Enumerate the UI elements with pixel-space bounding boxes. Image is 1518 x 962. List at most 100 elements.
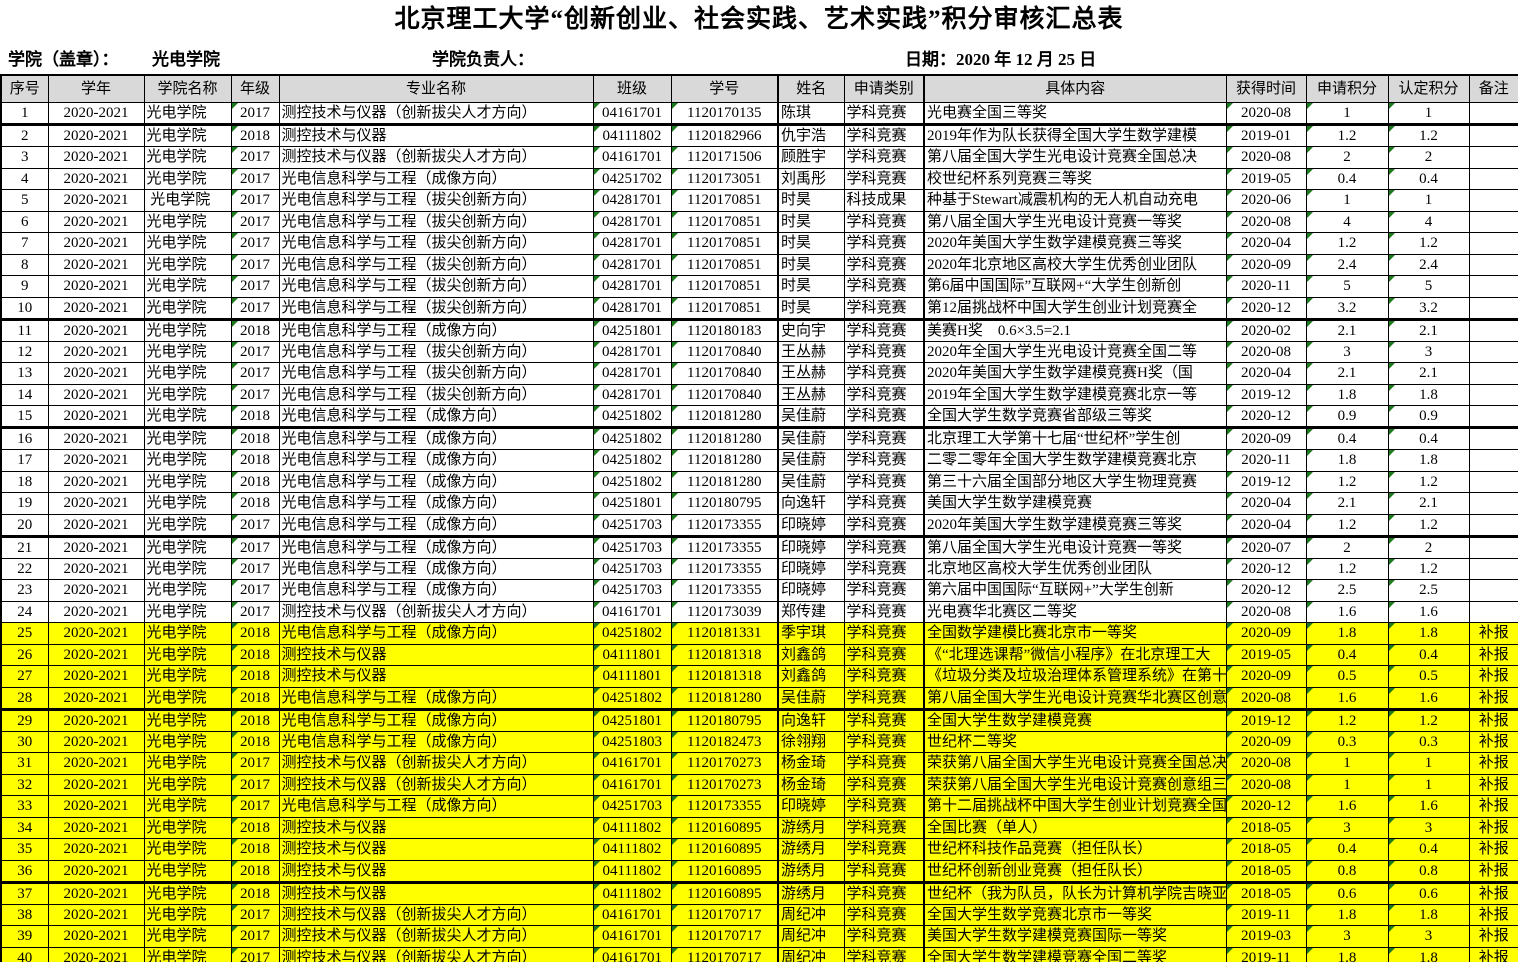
cell-time[interactable]: 2020-08 <box>1225 686 1307 711</box>
cell-confirmed_points[interactable]: 2.5 <box>1387 579 1470 602</box>
cell-college[interactable]: 光电学院 <box>143 838 232 861</box>
cell-grade[interactable]: 2017 <box>230 189 280 212</box>
cell-note[interactable] <box>1468 296 1518 321</box>
cell-major[interactable]: 光电信息科学与工程（成像方向） <box>278 470 594 493</box>
cell-student_id[interactable]: 1120181280 <box>670 470 779 493</box>
cell-class[interactable]: 04161701 <box>592 752 672 775</box>
cell-time[interactable]: 2020-04 <box>1225 513 1307 538</box>
cell-applied_points[interactable]: 2.1 <box>1305 492 1389 515</box>
cell-college[interactable]: 光电学院 <box>143 643 232 666</box>
cell-applied_points[interactable]: 1.2 <box>1305 708 1389 732</box>
cell-grade[interactable]: 2018 <box>230 665 280 688</box>
cell-category[interactable]: 学科竞赛 <box>843 383 925 406</box>
cell-note[interactable] <box>1468 470 1518 493</box>
cell-time[interactable]: 2020-09 <box>1225 253 1307 276</box>
cell-grade[interactable]: 2017 <box>230 296 280 321</box>
cell-category[interactable]: 学科竞赛 <box>843 449 925 472</box>
cell-grade[interactable]: 2017 <box>230 167 280 190</box>
cell-applied_points[interactable]: 1.8 <box>1305 383 1389 406</box>
cell-year[interactable]: 2020-2021 <box>47 752 145 775</box>
cell-note[interactable]: 补报 <box>1468 946 1518 962</box>
cell-college[interactable]: 光电学院 <box>143 275 232 298</box>
cell-name[interactable]: 时昊 <box>777 253 845 276</box>
cell-major[interactable]: 测控技术与仪器 <box>278 643 594 666</box>
cell-student_id[interactable]: 1120170717 <box>670 903 779 926</box>
cell-note[interactable] <box>1468 383 1518 406</box>
cell-time[interactable]: 2020-12 <box>1225 579 1307 602</box>
cell-class[interactable]: 04161701 <box>592 600 672 623</box>
cell-grade[interactable]: 2017 <box>230 925 280 948</box>
cell-college[interactable]: 光电学院 <box>143 859 232 884</box>
cell-category[interactable]: 学科竞赛 <box>843 470 925 493</box>
cell-college[interactable]: 光电学院 <box>143 686 232 711</box>
cell-class[interactable]: 04281701 <box>592 275 672 298</box>
cell-category[interactable]: 学科竞赛 <box>843 579 925 602</box>
cell-note[interactable] <box>1468 579 1518 602</box>
cell-major[interactable]: 光电信息科学与工程（拔尖创新方向） <box>278 189 594 212</box>
cell-content[interactable]: 全国大学生数学建模竞赛 <box>923 708 1227 732</box>
cell-student_id[interactable]: 1120182473 <box>670 730 779 753</box>
cell-confirmed_points[interactable]: 1.2 <box>1387 708 1470 732</box>
cell-note[interactable] <box>1468 146 1518 169</box>
cell-content[interactable]: 荣获第八届全国大学生光电设计竞赛创意组三 <box>923 773 1227 796</box>
cell-seq[interactable]: 3 <box>0 146 49 169</box>
cell-name[interactable]: 吴佳蔚 <box>777 405 845 429</box>
cell-applied_points[interactable]: 1 <box>1305 752 1389 775</box>
cell-year[interactable]: 2020-2021 <box>47 622 145 645</box>
cell-note[interactable]: 补报 <box>1468 795 1518 818</box>
cell-time[interactable]: 2020-06 <box>1225 189 1307 212</box>
cell-college[interactable]: 光电学院 <box>143 881 232 905</box>
cell-confirmed_points[interactable]: 1.8 <box>1387 622 1470 645</box>
cell-major[interactable]: 光电信息科学与工程（成像方向） <box>278 686 594 711</box>
cell-year[interactable]: 2020-2021 <box>47 362 145 385</box>
cell-time[interactable]: 2020-09 <box>1225 730 1307 753</box>
cell-grade[interactable]: 2017 <box>230 275 280 298</box>
cell-grade[interactable]: 2018 <box>230 449 280 472</box>
cell-year[interactable]: 2020-2021 <box>47 946 145 962</box>
cell-name[interactable]: 刘禹彤 <box>777 167 845 190</box>
cell-class[interactable]: 04281701 <box>592 253 672 276</box>
cell-confirmed_points[interactable]: 1.8 <box>1387 903 1470 926</box>
cell-category[interactable]: 学科竞赛 <box>843 362 925 385</box>
cell-college[interactable]: 光电学院 <box>143 210 232 233</box>
cell-content[interactable]: 校世纪杯系列竞赛三等奖 <box>923 167 1227 190</box>
cell-content[interactable]: 世纪杯创新创业竞赛（担任队长） <box>923 859 1227 884</box>
cell-content[interactable]: 2020年北京地区高校大学生优秀创业团队 <box>923 253 1227 276</box>
cell-major[interactable]: 光电信息科学与工程（成像方向） <box>278 708 594 732</box>
cell-year[interactable]: 2020-2021 <box>47 686 145 711</box>
cell-name[interactable]: 杨金琦 <box>777 752 845 775</box>
col-header-class[interactable]: 班级 <box>592 74 672 103</box>
cell-confirmed_points[interactable]: 2.1 <box>1387 362 1470 385</box>
cell-applied_points[interactable]: 0.6 <box>1305 881 1389 905</box>
cell-name[interactable]: 周纪冲 <box>777 925 845 948</box>
cell-year[interactable]: 2020-2021 <box>47 253 145 276</box>
cell-student_id[interactable]: 1120170273 <box>670 752 779 775</box>
cell-student_id[interactable]: 1120170273 <box>670 773 779 796</box>
cell-note[interactable]: 补报 <box>1468 859 1518 884</box>
cell-class[interactable]: 04111802 <box>592 838 672 861</box>
cell-student_id[interactable]: 1120181280 <box>670 405 779 429</box>
cell-category[interactable]: 学科竞赛 <box>843 492 925 515</box>
cell-student_id[interactable]: 1120170851 <box>670 232 779 255</box>
cell-major[interactable]: 光电信息科学与工程（成像方向） <box>278 405 594 429</box>
cell-applied_points[interactable]: 3.2 <box>1305 296 1389 321</box>
cell-content[interactable]: 第12届挑战杯中国大学生创业计划竞赛全 <box>923 296 1227 321</box>
cell-class[interactable]: 04251703 <box>592 513 672 538</box>
cell-year[interactable]: 2020-2021 <box>47 643 145 666</box>
cell-content[interactable]: 二零二零年全国大学生数学建模竞赛北京 <box>923 449 1227 472</box>
cell-applied_points[interactable]: 1.2 <box>1305 470 1389 493</box>
cell-applied_points[interactable]: 1.6 <box>1305 686 1389 711</box>
cell-college[interactable]: 光电学院 <box>143 622 232 645</box>
cell-applied_points[interactable]: 4 <box>1305 210 1389 233</box>
cell-time[interactable]: 2020-08 <box>1225 102 1307 126</box>
cell-confirmed_points[interactable]: 0.8 <box>1387 859 1470 884</box>
cell-college[interactable]: 光电学院 <box>143 708 232 732</box>
cell-content[interactable]: 全国比赛（单人） <box>923 816 1227 839</box>
col-header-note[interactable]: 备注 <box>1468 74 1518 103</box>
cell-applied_points[interactable]: 1.6 <box>1305 795 1389 818</box>
cell-time[interactable]: 2020-12 <box>1225 405 1307 429</box>
cell-name[interactable]: 郑传建 <box>777 600 845 623</box>
cell-seq[interactable]: 27 <box>0 665 49 688</box>
cell-name[interactable]: 时昊 <box>777 296 845 321</box>
cell-confirmed_points[interactable]: 0.4 <box>1387 643 1470 666</box>
